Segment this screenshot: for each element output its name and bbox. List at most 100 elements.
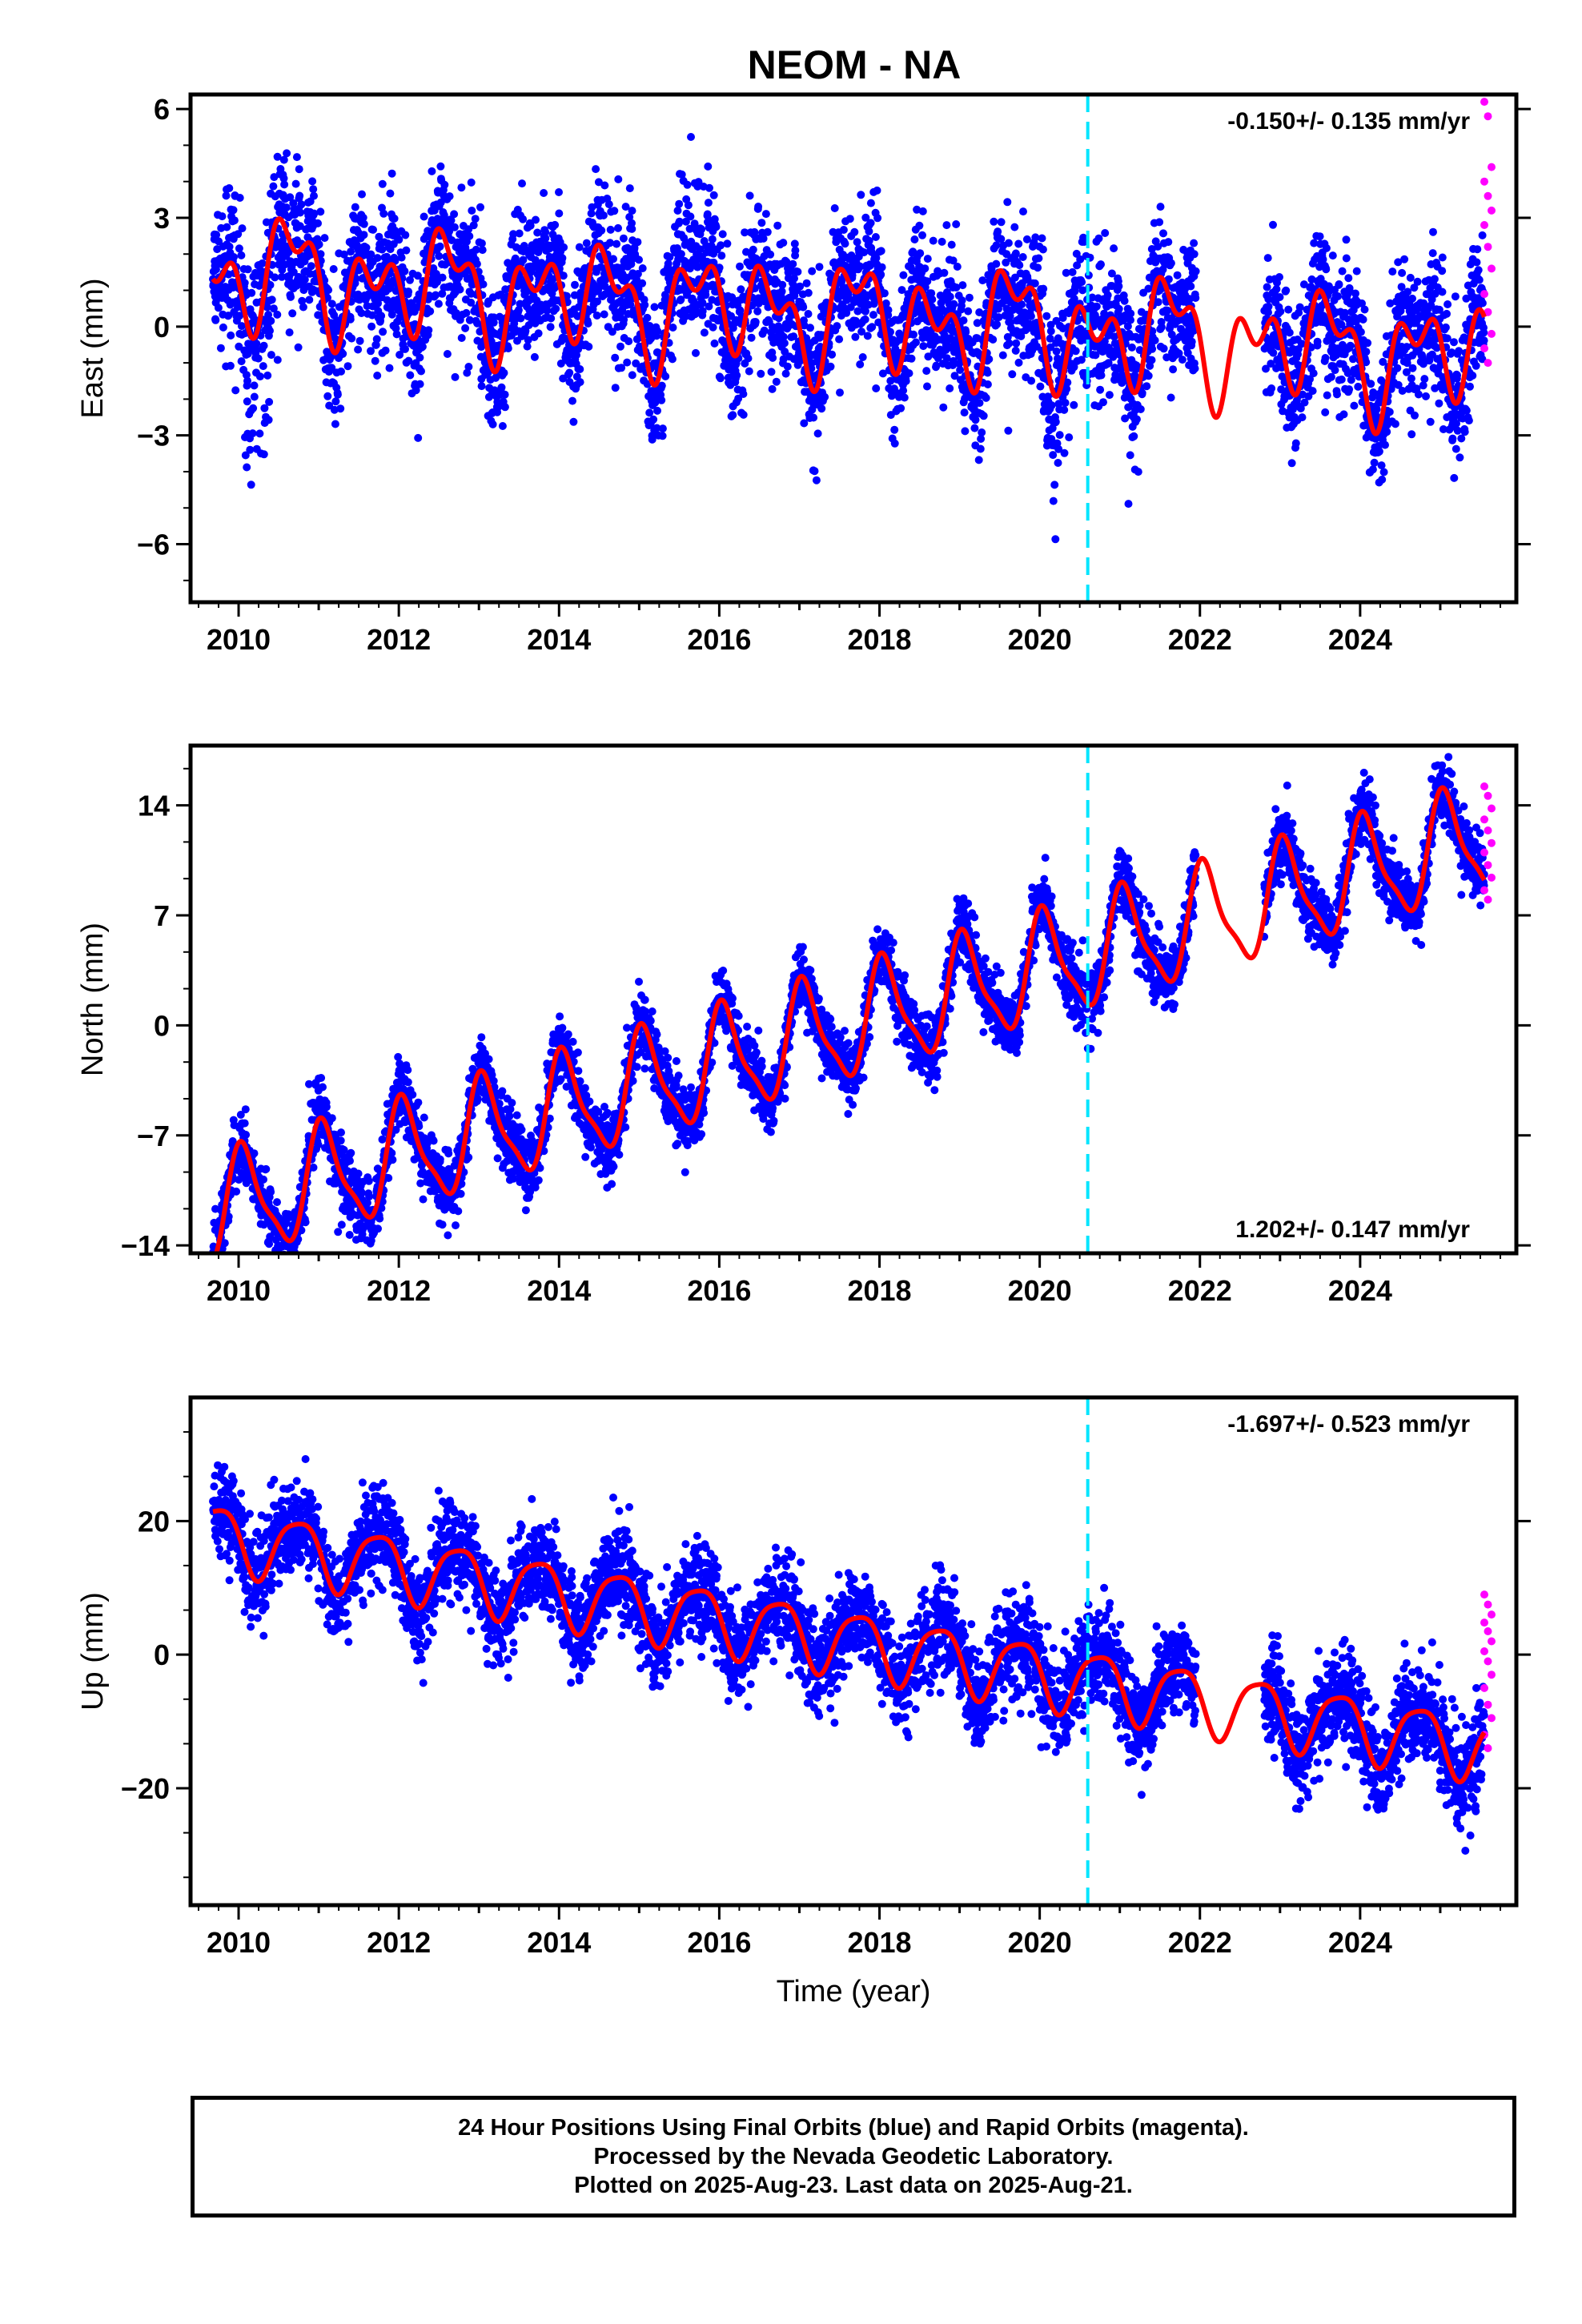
data-point-final	[315, 240, 323, 249]
data-point-final	[1169, 365, 1178, 374]
data-point-final	[815, 263, 824, 271]
data-point-final	[705, 183, 713, 192]
data-point-final	[1005, 339, 1014, 348]
data-point-final	[329, 265, 338, 273]
data-point-final	[1051, 417, 1060, 426]
data-point-final	[1191, 267, 1200, 275]
data-point-final	[1187, 337, 1196, 346]
data-point-final	[1349, 355, 1357, 364]
x-tick-label-east: 2010	[207, 623, 271, 656]
data-point-final	[1337, 375, 1346, 384]
data-point-final	[600, 181, 609, 190]
data-point-final	[235, 244, 243, 253]
data-point-final	[606, 225, 615, 234]
data-point-final	[1014, 358, 1023, 367]
data-point-final	[1475, 275, 1484, 284]
data-point-final	[708, 235, 717, 243]
data-point-final	[378, 179, 387, 188]
data-point-final	[269, 304, 278, 313]
data-point-final	[273, 310, 282, 319]
data-point-final	[841, 239, 849, 248]
data-point-final	[570, 291, 579, 300]
data-point-final	[224, 312, 233, 320]
data-point-final	[391, 324, 400, 332]
data-point-final	[1368, 465, 1377, 474]
data-point-final	[1359, 316, 1367, 324]
data-point-final	[909, 330, 917, 339]
data-point-final	[1453, 371, 1462, 380]
data-point-final	[1276, 308, 1285, 316]
data-point-final	[938, 237, 946, 246]
data-point-final	[657, 381, 666, 390]
data-point-final	[530, 352, 539, 361]
data-point-final	[241, 451, 250, 460]
data-point-final	[1190, 239, 1199, 247]
data-point-final	[1092, 302, 1101, 311]
data-point-final	[877, 263, 886, 271]
data-point-final	[1383, 428, 1391, 436]
data-point-final	[1014, 239, 1023, 248]
data-point-final	[559, 271, 568, 280]
data-point-final	[1054, 459, 1062, 467]
data-point-final	[230, 253, 238, 261]
data-point-final	[952, 220, 961, 228]
data-point-final	[733, 371, 741, 380]
data-point-final	[259, 450, 268, 459]
data-point-final	[1323, 391, 1331, 400]
data-point-final	[443, 350, 452, 358]
data-point-final	[979, 412, 988, 420]
data-point-final	[472, 259, 481, 268]
data-point-final	[817, 404, 826, 413]
data-point-final	[1441, 323, 1450, 332]
data-point-final	[1388, 267, 1397, 276]
data-point-final	[592, 312, 601, 320]
data-point-final	[1186, 282, 1195, 291]
data-point-final	[716, 374, 725, 383]
data-point-final	[1269, 348, 1278, 357]
data-point-final	[872, 384, 881, 392]
data-point-final	[877, 270, 885, 279]
data-point-final	[768, 384, 777, 393]
data-point-final	[225, 184, 234, 192]
data-point-final	[750, 227, 759, 236]
data-point-final	[983, 380, 992, 388]
data-point-final	[1452, 444, 1460, 453]
data-point-final	[426, 307, 435, 316]
data-point-final	[692, 348, 700, 357]
data-point-final	[1047, 401, 1056, 410]
data-point-final	[250, 392, 259, 401]
data-point-final	[657, 396, 666, 404]
data-point-final	[1055, 431, 1064, 440]
data-point-final	[1285, 328, 1294, 337]
data-point-final	[255, 429, 264, 438]
data-point-final	[436, 198, 445, 207]
data-point-final	[601, 275, 610, 284]
data-point-final	[737, 285, 745, 294]
data-point-final	[1060, 405, 1069, 414]
data-point-final	[628, 207, 636, 215]
data-point-final	[640, 300, 649, 309]
data-point-final	[237, 251, 246, 259]
data-point-rapid	[1484, 112, 1492, 121]
data-point-final	[471, 215, 480, 223]
data-point-final	[1191, 294, 1200, 302]
data-point-rapid	[1480, 290, 1488, 299]
data-point-final	[379, 209, 388, 218]
data-point-final	[918, 207, 927, 215]
data-point-final	[424, 326, 433, 335]
data-point-final	[869, 311, 877, 320]
data-point-rapid	[1480, 221, 1488, 229]
data-point-final	[1097, 260, 1105, 269]
data-point-final	[587, 209, 596, 218]
data-point-final	[899, 386, 908, 395]
data-point-final	[295, 191, 304, 200]
data-point-final	[1315, 232, 1324, 241]
data-point-final	[254, 354, 263, 363]
data-point-final	[330, 405, 339, 414]
x-tick-label-east: 2014	[527, 623, 591, 656]
data-point-final	[541, 227, 550, 236]
data-point-final	[457, 183, 466, 192]
data-point-final	[543, 306, 552, 315]
data-point-final	[534, 329, 543, 338]
